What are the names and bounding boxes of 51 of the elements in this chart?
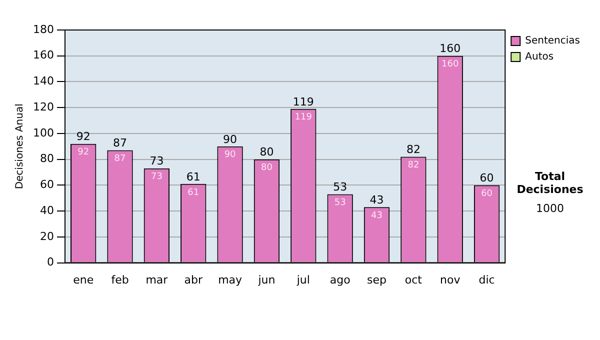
total-label: 82: [406, 143, 420, 156]
total-label: 119: [292, 95, 314, 108]
total-label: 87: [113, 136, 128, 150]
data-label: 61: [188, 188, 200, 198]
y-tick-label: 0: [46, 256, 54, 269]
total-label: 92: [76, 130, 90, 144]
total-label: 53: [333, 180, 348, 194]
y-tick-label: 100: [32, 126, 54, 140]
x-tick-label: dic: [478, 273, 495, 286]
x-tick-label: sep: [367, 273, 387, 286]
x-tick-label: mar: [146, 273, 168, 286]
legend-label: Sentencias: [525, 36, 580, 47]
data-label: 60: [481, 189, 493, 200]
data-label: 82: [408, 160, 420, 171]
data-label: 92: [78, 148, 90, 158]
total-label: 80: [260, 146, 274, 159]
y-tick-label: 180: [32, 22, 54, 36]
y-tick-label: 140: [32, 74, 54, 88]
data-label: 87: [114, 154, 126, 164]
x-tick-label: may: [218, 273, 243, 286]
x-tick-label: oct: [404, 273, 423, 286]
total-label: 90: [223, 132, 238, 146]
total-label: 73: [150, 154, 164, 168]
data-label: 53: [334, 198, 346, 208]
text: Total Decisiones: [516, 170, 584, 196]
y-axis-title: Decisiones Anual: [14, 104, 26, 190]
data-label: 73: [150, 172, 162, 182]
y-tick-label: 80: [40, 152, 54, 166]
x-tick-label: ene: [73, 273, 94, 286]
y-tick-label: 60: [40, 178, 54, 192]
y-tick-label: 20: [40, 230, 54, 243]
data-label: 90: [224, 150, 236, 160]
x-tick-label: feb: [111, 273, 129, 286]
data-label: 160: [442, 60, 459, 70]
y-tick-label: 160: [32, 48, 54, 62]
total-label: 61: [186, 170, 200, 184]
x-tick-label: ago: [330, 273, 351, 286]
x-tick-label: abr: [184, 273, 203, 286]
x-tick-label: jun: [257, 273, 276, 286]
y-tick-label: 40: [40, 204, 54, 217]
legend-label: Autos: [525, 52, 554, 63]
y-tick-label: 120: [32, 100, 54, 114]
x-tick-label: nov: [440, 273, 461, 286]
total-label: 160: [440, 42, 461, 56]
total-label: 60: [480, 172, 494, 185]
data-label: 80: [261, 163, 273, 174]
data-label: 119: [294, 112, 312, 123]
text: 1000: [535, 202, 565, 215]
x-tick-label: jul: [296, 273, 310, 286]
total-label: 43: [370, 194, 384, 207]
data-label: 43: [371, 211, 382, 222]
